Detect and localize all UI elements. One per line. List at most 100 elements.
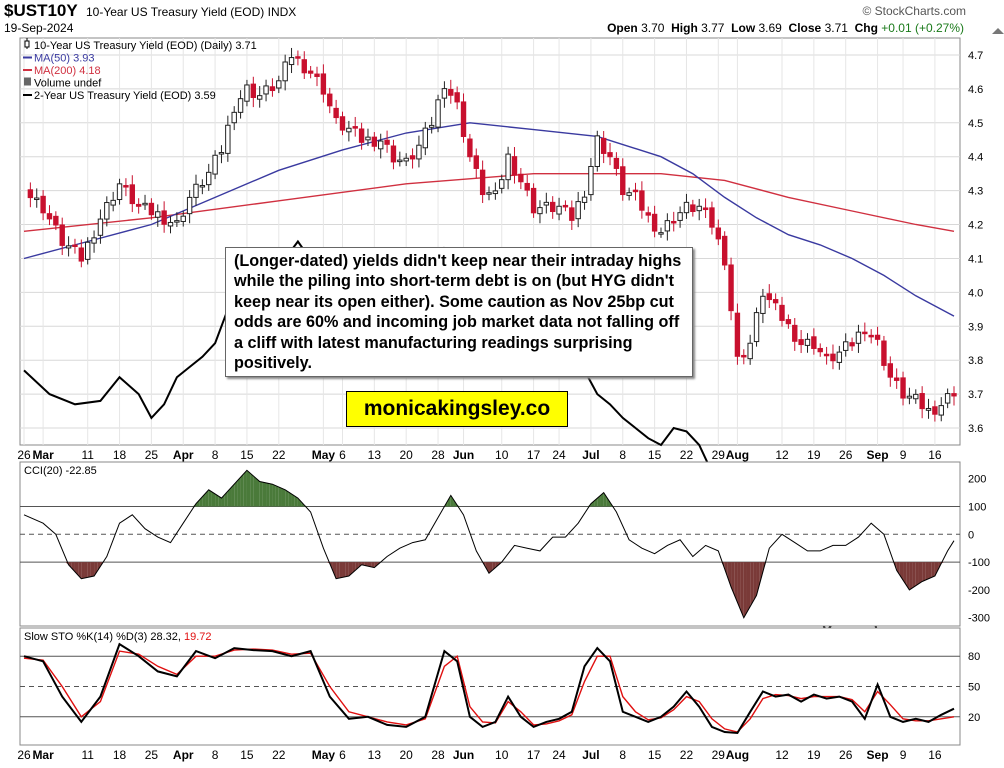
cci-negative-fill [918, 562, 923, 584]
candle [72, 238, 78, 254]
candle-body [27, 189, 34, 199]
candle [524, 174, 530, 197]
x-axis-tick: 15 [648, 448, 662, 462]
x-axis-tick-bottom: 13 [368, 748, 382, 762]
x-axis-tick: Mar [32, 448, 54, 462]
cci-positive-fill [297, 498, 302, 507]
candle [543, 192, 550, 214]
candle [167, 216, 174, 234]
x-axis-tick: 29 [712, 448, 726, 462]
cci-negative-fill [759, 562, 763, 584]
cci-positive-fill [218, 496, 222, 507]
cci-negative-fill [731, 562, 735, 595]
candle-body [575, 201, 581, 220]
high-value: 3.77 [701, 21, 725, 35]
ma50-line [23, 122, 955, 317]
x-axis-tick-bottom: 15 [648, 748, 662, 762]
candle-body [473, 155, 479, 169]
cci-negative-fill [928, 562, 932, 579]
scroll-arrows[interactable] [970, 25, 1004, 37]
candle-body [97, 218, 104, 236]
candle-body [314, 73, 320, 77]
candle [581, 190, 588, 210]
x-axis-tick: 9 [900, 448, 907, 462]
price-y-tick: 4.4 [968, 152, 983, 164]
cci-negative-fill [753, 562, 757, 601]
cci-negative-fill [737, 562, 741, 611]
candle-body [454, 92, 460, 103]
scroll-up-icon[interactable] [992, 28, 1004, 34]
candle-body [932, 406, 938, 415]
legend-swatch [24, 40, 30, 48]
candle [728, 257, 734, 321]
candle [97, 209, 104, 244]
candle-body [537, 207, 543, 215]
candle-body [518, 173, 524, 183]
candle [556, 197, 562, 221]
candle-body [760, 295, 766, 314]
cci-positive-fill [269, 483, 273, 507]
candle [518, 168, 524, 190]
price-legend-entry: 2-Year US Treasury Yield (EOD) 3.59 [34, 90, 216, 102]
candle [900, 371, 906, 406]
candle [760, 288, 766, 324]
candle [358, 122, 365, 150]
candle [600, 131, 607, 164]
cci-y-tick: 0 [968, 529, 974, 541]
cci-negative-fill [734, 562, 738, 603]
x-axis-tick-bottom: 12 [775, 748, 789, 762]
candle-body [327, 93, 333, 107]
candle-body [766, 293, 772, 301]
cci-positive-fill [603, 492, 607, 507]
candle [301, 51, 307, 80]
x-axis-tick-bottom: 17 [527, 748, 541, 762]
cci-negative-fill [724, 562, 728, 579]
candle-body [893, 377, 900, 381]
cci-negative-fill [495, 562, 499, 568]
x-axis-tick: Jul [582, 448, 599, 462]
candle-body [339, 116, 346, 131]
cci-positive-fill [259, 481, 263, 507]
ticker-name: 10-Year US Treasury Yield (EOD) INDX [86, 5, 296, 19]
x-axis-tick-bottom: 28 [431, 748, 445, 762]
candle [263, 79, 269, 102]
candle-body [556, 205, 562, 215]
candle [874, 326, 881, 346]
candle-body [804, 338, 811, 346]
open-value: 3.70 [641, 21, 665, 35]
candle [588, 158, 594, 201]
candle [626, 187, 632, 201]
candle [881, 335, 887, 371]
x-axis-tick: 16 [928, 448, 942, 462]
candle [664, 213, 671, 241]
candle [295, 50, 301, 66]
cci-negative-fill [348, 562, 353, 576]
candle [499, 174, 505, 194]
candle [562, 200, 569, 212]
candle [34, 188, 40, 208]
candle-body [887, 363, 894, 378]
candle [632, 182, 639, 201]
promo-label: monicakingsley.co [346, 391, 568, 427]
price-legend-entry: 10-Year US Treasury Yield (EOD) (Daily) … [34, 40, 257, 52]
candle-body [390, 145, 397, 163]
candle [320, 64, 327, 103]
cci-positive-fill [253, 475, 257, 507]
candle-body [645, 212, 651, 216]
candle [378, 133, 384, 159]
candle-body [639, 190, 645, 211]
cci-positive-fill [266, 482, 270, 507]
ma200-line [23, 173, 955, 232]
candle-body [492, 190, 499, 195]
candle [346, 120, 352, 142]
candle-body [378, 140, 384, 150]
x-axis-tick: 10 [495, 448, 509, 462]
candle-body [792, 324, 798, 342]
candle [925, 398, 932, 419]
cci-positive-fill [447, 495, 451, 507]
x-axis-tick: 24 [552, 448, 566, 462]
x-axis-tick-bottom: 25 [145, 748, 159, 762]
ticker-symbol: $UST10Y [4, 1, 78, 20]
candle [333, 99, 339, 124]
